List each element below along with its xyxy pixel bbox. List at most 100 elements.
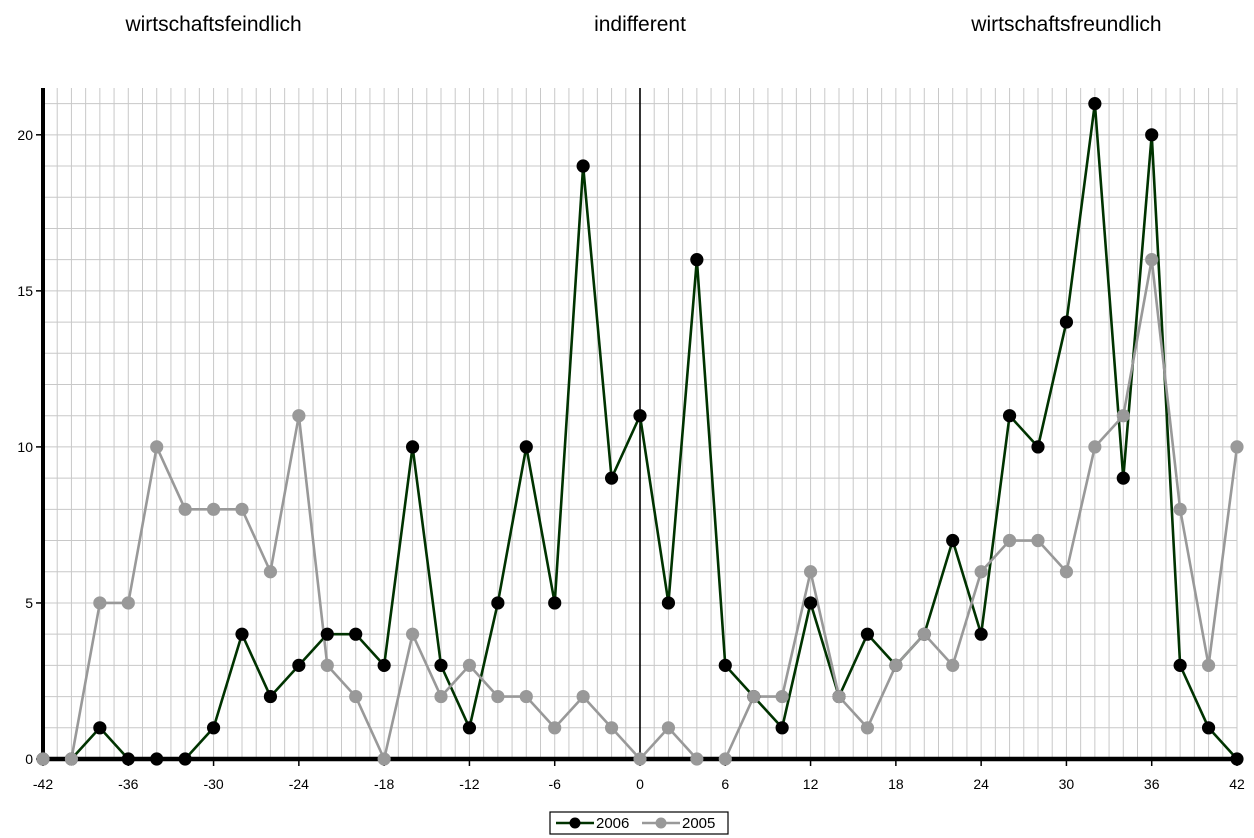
data-point <box>292 658 306 672</box>
data-point <box>405 440 420 454</box>
data-point <box>235 627 249 641</box>
data-point <box>263 689 278 704</box>
data-point <box>36 752 50 766</box>
data-point <box>150 752 164 766</box>
data-point <box>349 689 363 704</box>
data-point <box>832 689 846 704</box>
x-tick-label: -6 <box>548 776 561 792</box>
data-point <box>1059 565 1074 579</box>
data-point <box>519 440 533 454</box>
data-point <box>235 502 249 516</box>
data-point <box>1145 128 1159 142</box>
data-point <box>889 658 903 672</box>
x-tick-label: 30 <box>1059 776 1075 792</box>
data-point <box>491 596 505 610</box>
data-point <box>93 721 107 735</box>
data-point <box>633 409 647 423</box>
data-point <box>917 627 931 641</box>
data-point <box>775 721 789 735</box>
data-point <box>946 533 960 548</box>
data-point <box>491 689 505 704</box>
data-point <box>1088 440 1102 454</box>
region-label: wirtschaftsfreundlich <box>970 13 1161 36</box>
data-point <box>633 752 647 766</box>
data-point <box>604 721 619 735</box>
data-point <box>576 159 590 173</box>
x-tick-label: -36 <box>118 776 138 792</box>
data-point <box>377 752 391 766</box>
data-point <box>349 627 363 641</box>
x-tick-label: 6 <box>721 776 729 792</box>
data-point <box>946 658 960 672</box>
legend-entry: 2006 <box>596 815 629 832</box>
grid-layer <box>42 88 1238 760</box>
data-point <box>292 409 306 423</box>
data-point <box>803 565 818 579</box>
data-point <box>1173 658 1187 672</box>
x-tick-label: -18 <box>374 776 394 792</box>
data-point <box>548 596 562 610</box>
x-tick-label: 12 <box>803 776 819 792</box>
x-tick-label: -12 <box>459 776 479 792</box>
data-point <box>462 721 477 735</box>
data-point <box>1116 409 1130 423</box>
data-point <box>206 721 221 735</box>
data-point <box>661 596 676 610</box>
region-label: indifferent <box>594 13 686 36</box>
data-point <box>1031 440 1045 454</box>
data-point <box>718 658 732 672</box>
data-point <box>121 596 135 610</box>
data-point <box>576 689 590 704</box>
data-point <box>1201 658 1216 672</box>
legend-box <box>549 811 729 835</box>
data-point <box>860 627 875 641</box>
x-tick-label: -30 <box>203 776 223 792</box>
data-point <box>974 627 988 641</box>
data-point <box>1059 315 1074 329</box>
region-label: wirtschaftsfeindlich <box>124 13 301 36</box>
data-point <box>548 721 562 735</box>
data-point <box>462 658 477 672</box>
x-tick-label: -24 <box>289 776 309 792</box>
data-point <box>93 596 107 610</box>
axis-layer <box>36 88 1238 766</box>
legend-swatch-marker <box>655 817 667 829</box>
data-point <box>1230 752 1244 766</box>
label-layer: 0 5 10 15 20 -42 -36 -30 -24 -18 -12 -6 0 6 12 18 24 30 36… <box>17 13 1245 792</box>
data-point <box>263 565 278 579</box>
data-point <box>405 627 420 641</box>
x-tick-label: -42 <box>33 776 53 792</box>
data-point <box>803 596 818 610</box>
y-tick-label: 0 <box>25 751 33 767</box>
data-point <box>1002 409 1017 423</box>
data-point <box>690 253 704 267</box>
data-point <box>1230 440 1244 454</box>
series-layer <box>36 97 1244 766</box>
data-point <box>519 689 533 704</box>
x-tick-label: 18 <box>888 776 904 792</box>
x-tick-label: 24 <box>973 776 989 792</box>
legend: 2006 2005 <box>549 811 729 835</box>
data-point <box>860 721 875 735</box>
y-tick-label: 20 <box>17 127 33 143</box>
data-point <box>1201 721 1216 735</box>
data-point <box>1088 97 1102 111</box>
data-point <box>690 752 704 766</box>
data-point <box>604 471 619 485</box>
x-tick-label: 36 <box>1144 776 1160 792</box>
data-point <box>434 689 448 704</box>
data-point <box>320 658 334 672</box>
data-point <box>1173 502 1187 516</box>
y-tick-label: 10 <box>17 439 33 455</box>
data-point <box>178 752 192 766</box>
x-tick-label: 42 <box>1229 776 1245 792</box>
data-point <box>64 752 79 766</box>
legend-swatch-marker <box>569 817 581 829</box>
x-tick-label: 0 <box>636 776 644 792</box>
data-point <box>320 627 334 641</box>
y-tick-label: 15 <box>17 283 33 299</box>
data-point <box>747 689 761 704</box>
legend-entry: 2005 <box>682 815 715 832</box>
